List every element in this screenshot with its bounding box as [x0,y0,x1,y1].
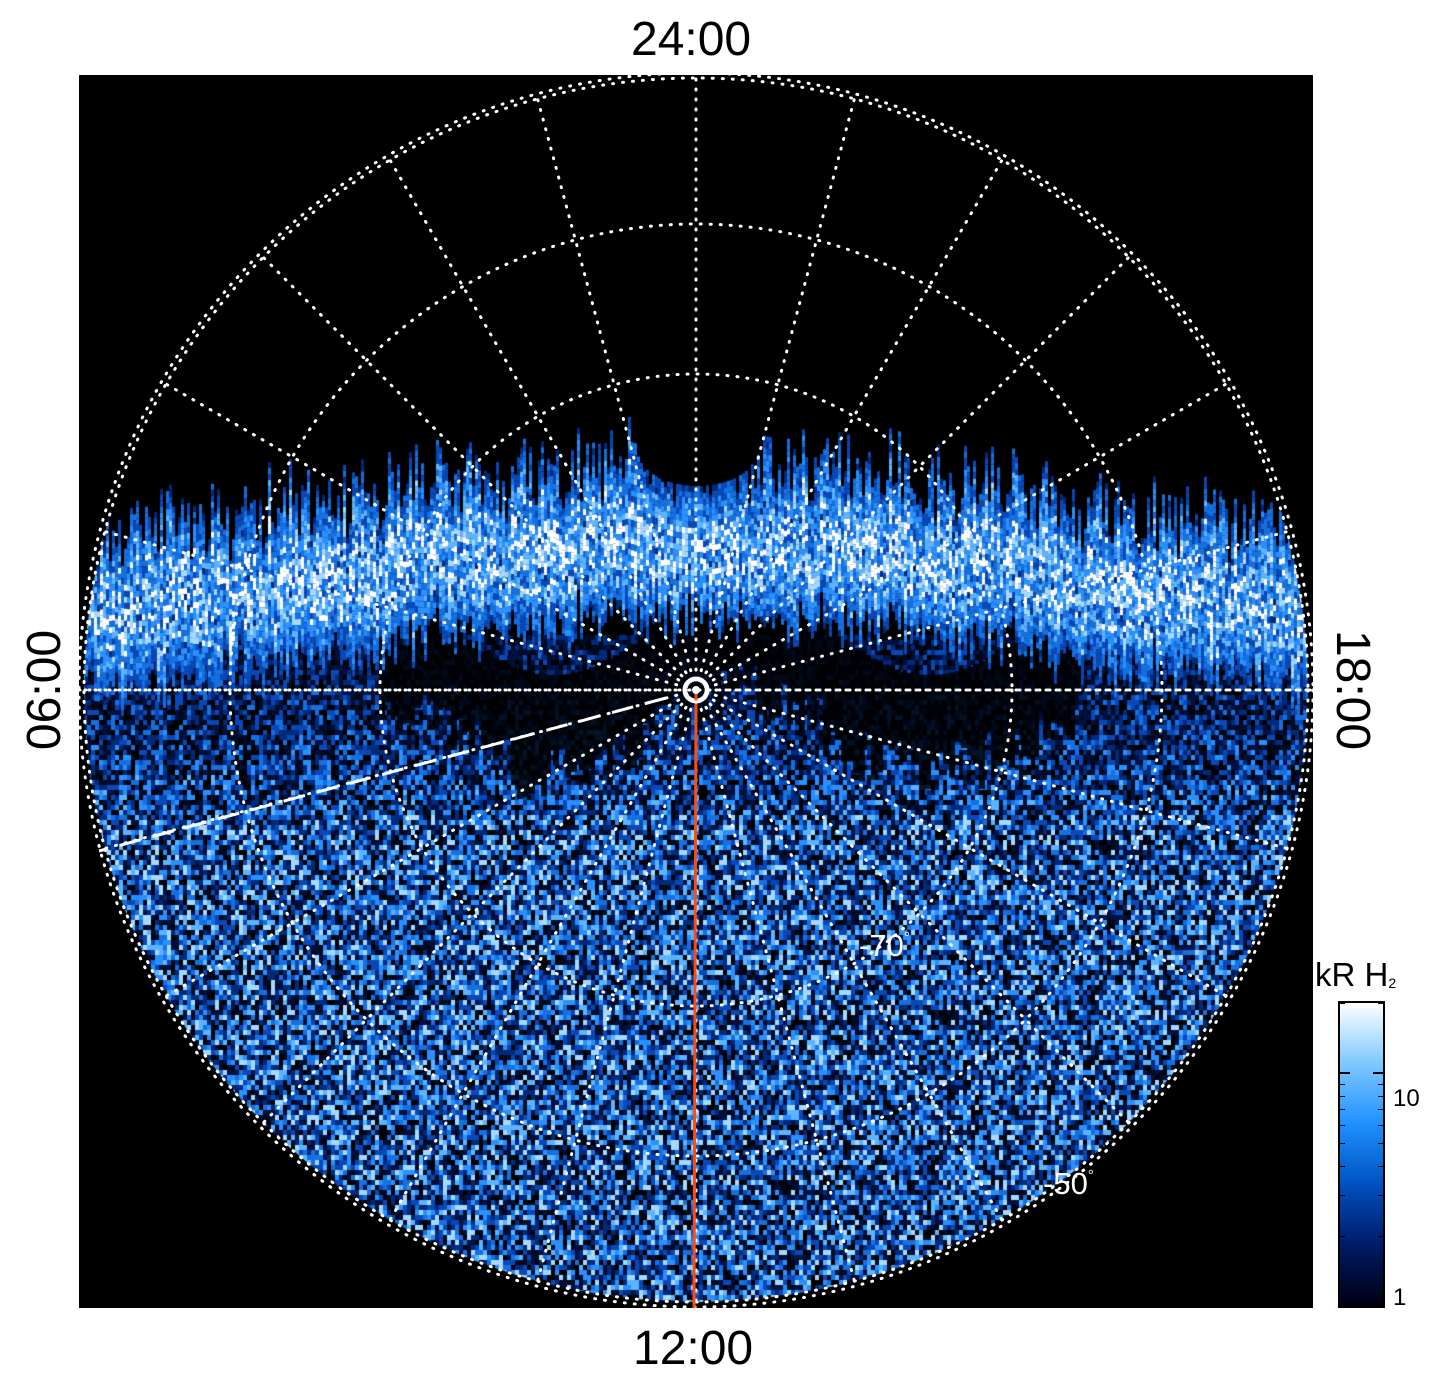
meridian-line [164,382,698,692]
colorbar-label-10: 10 [1393,1085,1420,1112]
lat-label-50: -50° [1043,1168,1094,1199]
colorbar-major-tick [1373,1072,1383,1075]
colorbar-title-text: kR H [1315,956,1389,993]
colorbar-minor-tick [1340,1083,1345,1085]
latitude-circle [228,222,1164,1158]
colorbar-major-tick [1373,1305,1383,1307]
meridian-line [536,97,698,692]
degree-symbol: ° [1087,1167,1094,1184]
colorbar-minor-tick [1378,1109,1383,1111]
colorbar-major-tick [1340,1072,1350,1075]
lat-label-70-value: -70 [859,928,904,963]
colorbar-minor-tick [1378,1095,1383,1097]
pole-marker-dot [692,686,700,694]
colorbar-minor-tick [1340,1124,1345,1126]
meridian-line [694,530,1289,692]
lt-label-top: 24:00 [631,13,752,66]
colorbar-title: kR H2 [1315,958,1396,991]
meridian-line [694,688,1131,1125]
colorbar-label-1: 1 [1393,1284,1407,1311]
dashed-line [98,696,667,853]
polar-grid [79,75,1313,1308]
meridian-line [261,255,698,692]
lat-label-70: -70° [859,930,910,961]
meridian-line [103,530,698,692]
meridian-line [694,688,1228,998]
colorbar-title-subscript: 2 [1388,975,1397,991]
lt-label-bottom: 12:00 [633,1322,754,1375]
colorbar-minor-tick [1340,1109,1345,1111]
lt-label-right: 18:00 [1326,629,1379,751]
colorbar-minor-tick [1340,1194,1345,1196]
meridian-line [694,255,1131,692]
meridian-line [694,688,1004,1222]
meridian-line [694,688,1289,850]
meridian-line [694,97,856,692]
colorbar-minor-tick [1340,1003,1345,1004]
meridian-line [261,688,698,1125]
meridian-line [694,382,1228,692]
lat-label-50-value: -50 [1043,1166,1088,1201]
colorbar-minor-tick [1340,1165,1345,1167]
colorbar-minor-tick [1378,1235,1383,1237]
lt-label-left: 06:00 [18,629,71,751]
colorbar-minor-tick [1340,1235,1345,1237]
colorbar-minor-tick [1378,1003,1383,1004]
meridian-line [536,688,698,1283]
latitude-circle [79,75,1313,1308]
colorbar-minor-tick [1378,1143,1383,1145]
colorbar-minor-tick [1340,1095,1345,1097]
polar-plot [79,75,1313,1308]
meridian-line [694,158,1004,692]
colorbar-minor-tick [1340,1143,1345,1145]
colorbar [1338,1001,1385,1308]
colorbar-minor-tick [1378,1194,1383,1196]
meridian-line [388,158,698,692]
colorbar-major-tick [1340,1305,1350,1307]
colorbar-minor-tick [1378,1165,1383,1167]
colorbar-minor-tick [1378,1083,1383,1085]
degree-symbol: ° [903,929,910,946]
meridian-line [694,688,856,1283]
colorbar-minor-tick [1378,1124,1383,1126]
colorbar-gradient [1340,1003,1383,1306]
noon-line [692,689,698,1308]
pole-marker [682,676,710,704]
meridian-line [388,688,698,1222]
meridian-line [164,688,698,998]
